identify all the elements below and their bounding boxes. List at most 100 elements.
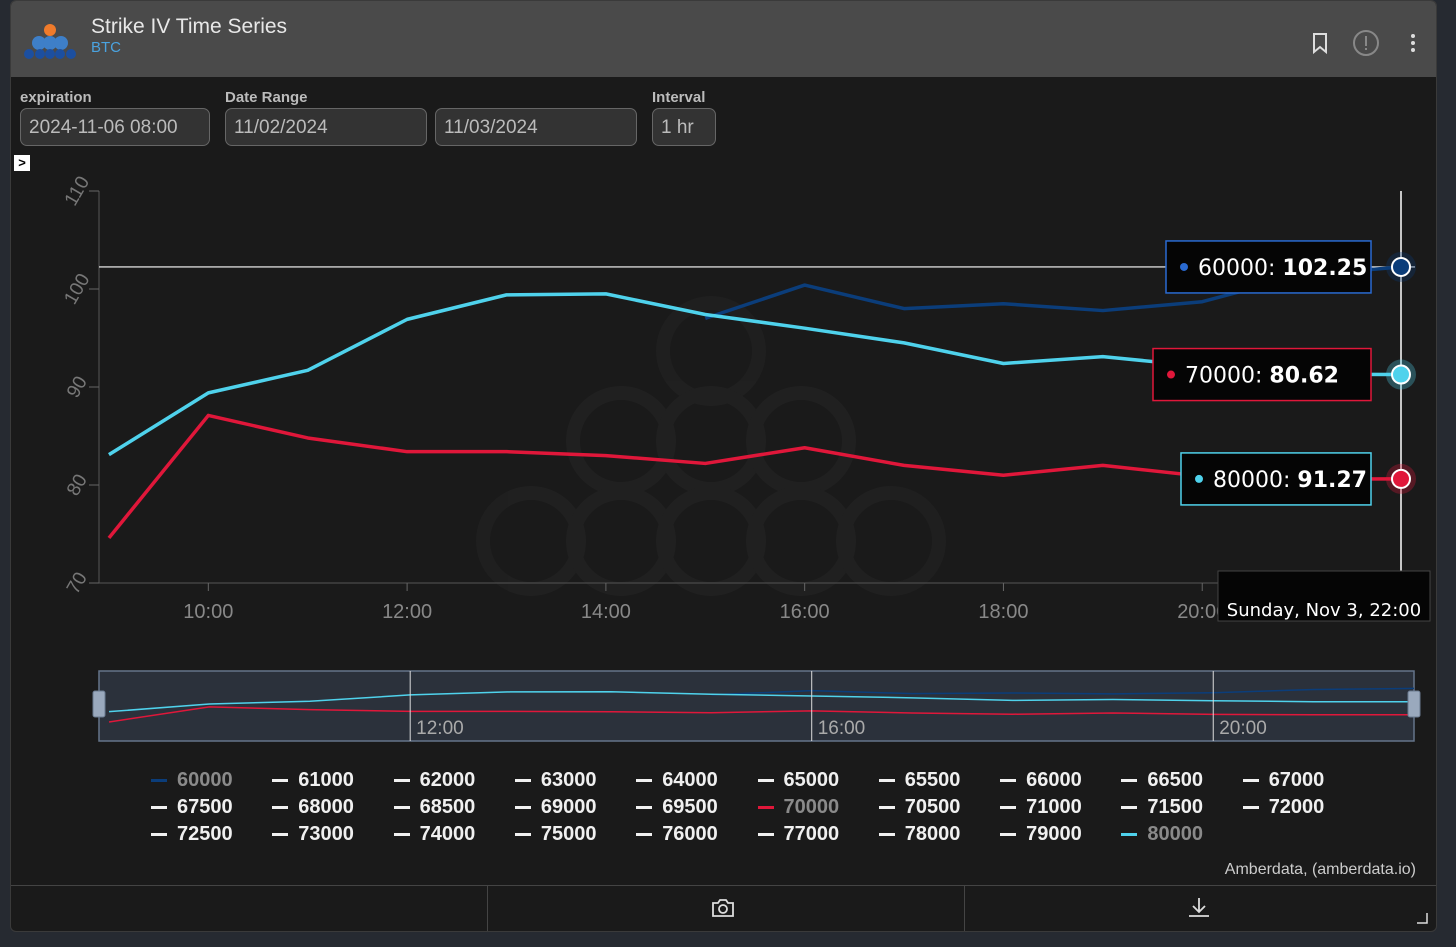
watermark-ring xyxy=(656,296,766,406)
tooltip-label: 70000: 80.62 xyxy=(1185,364,1339,389)
legend-item-80000[interactable]: 80000 xyxy=(1121,823,1203,845)
legend-item-74000[interactable]: 74000 xyxy=(393,823,476,845)
legend-item-66000[interactable]: 66000 xyxy=(1000,769,1082,791)
x-tick-label: 18:00 xyxy=(978,601,1028,623)
legend-item-70000[interactable]: 70000 xyxy=(757,796,840,818)
camera-icon[interactable] xyxy=(710,896,736,920)
legend-label: 64000 xyxy=(662,769,718,791)
info-icon[interactable] xyxy=(1352,29,1380,57)
watermark-ring xyxy=(476,486,586,596)
legend-item-63000[interactable]: 63000 xyxy=(514,769,597,791)
legend-item-66500[interactable]: 66500 xyxy=(1121,769,1203,791)
legend-label: 65000 xyxy=(783,769,840,791)
legend-swatch xyxy=(1121,833,1138,837)
legend-label: 60000 xyxy=(177,769,233,791)
y-tick-label: 80 xyxy=(63,471,92,500)
legend-swatch xyxy=(272,779,289,783)
legend-label: 63000 xyxy=(540,769,597,791)
legend-item-61000[interactable]: 61000 xyxy=(272,769,354,791)
legend-label: 74000 xyxy=(419,823,476,845)
legend-item-78000[interactable]: 78000 xyxy=(878,823,960,845)
legend-item-72000[interactable]: 72000 xyxy=(1242,796,1325,818)
legend-swatch xyxy=(393,779,410,783)
legend-item-75000[interactable]: 75000 xyxy=(514,823,597,845)
legend-swatch xyxy=(1242,806,1259,810)
legend-item-72500[interactable]: 72500 xyxy=(151,823,233,845)
panel-footer xyxy=(11,885,1436,931)
footer-cell xyxy=(488,886,965,931)
legend-swatch xyxy=(514,779,531,783)
legend-item-69000[interactable]: 69000 xyxy=(514,796,597,818)
legend-label: 69000 xyxy=(540,796,597,818)
legend-swatch xyxy=(151,806,167,810)
chart-panel: Strike IV Time Series BTC expiration 202… xyxy=(10,0,1437,932)
interval-select[interactable]: 1 hr xyxy=(652,108,716,146)
legend-label: 72000 xyxy=(1268,796,1325,818)
legend-label: 70000 xyxy=(783,796,840,818)
expand-toggle[interactable]: > xyxy=(14,155,30,171)
legend-label: 72500 xyxy=(177,823,233,845)
date-start-input[interactable]: 11/02/2024 xyxy=(225,108,427,146)
bookmark-icon[interactable] xyxy=(1308,31,1332,55)
legend-item-71000[interactable]: 71000 xyxy=(1000,796,1082,818)
legend-label: 66000 xyxy=(1026,769,1082,791)
tooltip-label: 80000: 91.27 xyxy=(1213,468,1367,493)
legend-item-76000[interactable]: 76000 xyxy=(636,823,718,845)
legend-item-77000[interactable]: 77000 xyxy=(757,823,839,845)
legend-label: 75000 xyxy=(540,823,597,845)
legend-swatch xyxy=(636,833,653,837)
legend-swatch xyxy=(757,779,774,783)
amberdata-logo xyxy=(24,24,76,59)
legend-item-62000[interactable]: 62000 xyxy=(393,769,475,791)
legend-swatch xyxy=(757,806,774,810)
footer-cell xyxy=(11,886,488,931)
tooltip-dot xyxy=(1167,370,1175,379)
legend-item-64000[interactable]: 64000 xyxy=(636,769,718,791)
navigator-line-60000 xyxy=(711,687,1415,696)
legend-item-60000[interactable]: 60000 xyxy=(151,769,233,791)
legend-label: 67000 xyxy=(1268,769,1325,791)
legend-label: 66500 xyxy=(1147,769,1204,791)
tooltip-label: 60000: 102.25 xyxy=(1198,256,1367,281)
expiration-select[interactable]: 2024-11-06 08:00 xyxy=(20,108,210,146)
legend-item-71500[interactable]: 71500 xyxy=(1121,796,1203,818)
navigator-handle-left[interactable] xyxy=(92,690,106,718)
legend-swatch xyxy=(151,779,167,783)
legend-swatch xyxy=(878,833,895,837)
legend-swatch xyxy=(1000,833,1017,837)
watermark-ring xyxy=(746,486,856,596)
legend-item-65500[interactable]: 65500 xyxy=(878,769,961,791)
x-tick-label: 20:00 xyxy=(1177,601,1227,623)
x-tick-label: 16:00 xyxy=(780,601,830,623)
legend-item-65000[interactable]: 65000 xyxy=(757,769,840,791)
legend-label: 65500 xyxy=(904,769,961,791)
download-icon[interactable] xyxy=(1186,896,1212,920)
legend-label: 68500 xyxy=(419,796,476,818)
legend-swatch xyxy=(1121,779,1138,783)
legend-item-70500[interactable]: 70500 xyxy=(878,796,960,818)
navigator-handle-right[interactable] xyxy=(1407,690,1421,718)
legend-item-73000[interactable]: 73000 xyxy=(272,823,354,845)
legend-swatch xyxy=(878,779,895,783)
expiration-label: expiration xyxy=(20,89,92,106)
more-vertical-icon[interactable] xyxy=(1401,31,1425,55)
tooltip-value: 91.27 xyxy=(1297,468,1367,493)
navigator-tick-label: 12:00 xyxy=(416,718,464,739)
legend-item-67000[interactable]: 67000 xyxy=(1242,769,1325,791)
legend-item-68000[interactable]: 68000 xyxy=(272,796,354,818)
credit-text: Amberdata, (amberdata.io) xyxy=(1224,861,1416,878)
x-tick-label: 10:00 xyxy=(183,601,233,623)
x-tick-label: 14:00 xyxy=(581,601,631,623)
legend-label: 69500 xyxy=(662,796,718,818)
legend-item-67500[interactable]: 67500 xyxy=(151,796,233,818)
legend-item-69500[interactable]: 69500 xyxy=(636,796,718,818)
date-end-input[interactable]: 11/03/2024 xyxy=(435,108,637,146)
legend-item-79000[interactable]: 79000 xyxy=(1000,823,1082,845)
legend-swatch xyxy=(1242,779,1259,783)
legend-label: 68000 xyxy=(298,796,354,818)
watermark-ring xyxy=(566,386,676,496)
hover-marker-70000 xyxy=(1391,468,1411,489)
tooltip-box xyxy=(1180,452,1372,506)
resize-handle-icon[interactable] xyxy=(1416,912,1428,924)
legend-item-68500[interactable]: 68500 xyxy=(393,796,476,818)
